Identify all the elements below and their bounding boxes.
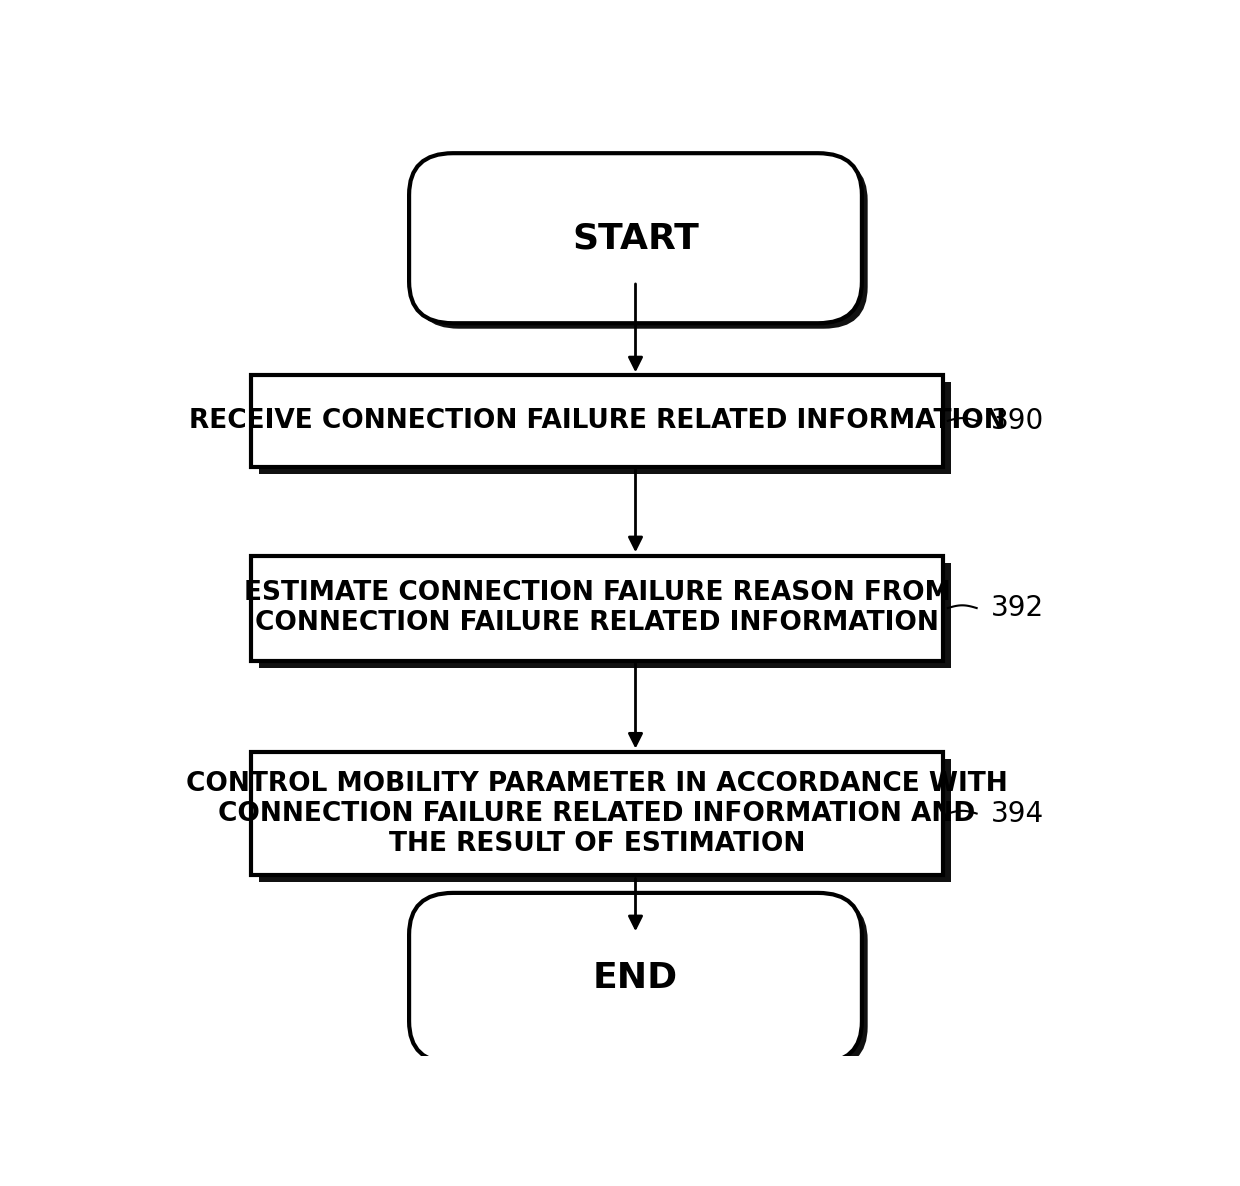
Text: 394: 394 [991, 799, 1044, 828]
FancyBboxPatch shape [259, 759, 951, 882]
Text: CONTROL MOBILITY PARAMETER IN ACCORDANCE WITH
CONNECTION FAILURE RELATED INFORMA: CONTROL MOBILITY PARAMETER IN ACCORDANCE… [186, 771, 1008, 856]
Text: RECEIVE CONNECTION FAILURE RELATED INFORMATION: RECEIVE CONNECTION FAILURE RELATED INFOR… [188, 408, 1006, 434]
Text: 390: 390 [991, 407, 1044, 435]
Text: ESTIMATE CONNECTION FAILURE REASON FROM
CONNECTION FAILURE RELATED INFORMATION: ESTIMATE CONNECTION FAILURE REASON FROM … [244, 580, 950, 636]
FancyBboxPatch shape [259, 563, 951, 668]
FancyBboxPatch shape [250, 752, 944, 875]
FancyBboxPatch shape [409, 153, 862, 324]
FancyBboxPatch shape [415, 898, 868, 1069]
Text: END: END [593, 961, 678, 995]
Text: 392: 392 [991, 594, 1044, 623]
FancyBboxPatch shape [409, 893, 862, 1063]
FancyBboxPatch shape [250, 375, 944, 466]
Text: START: START [572, 222, 699, 255]
FancyBboxPatch shape [415, 159, 868, 329]
FancyBboxPatch shape [259, 383, 951, 474]
FancyBboxPatch shape [250, 555, 944, 661]
